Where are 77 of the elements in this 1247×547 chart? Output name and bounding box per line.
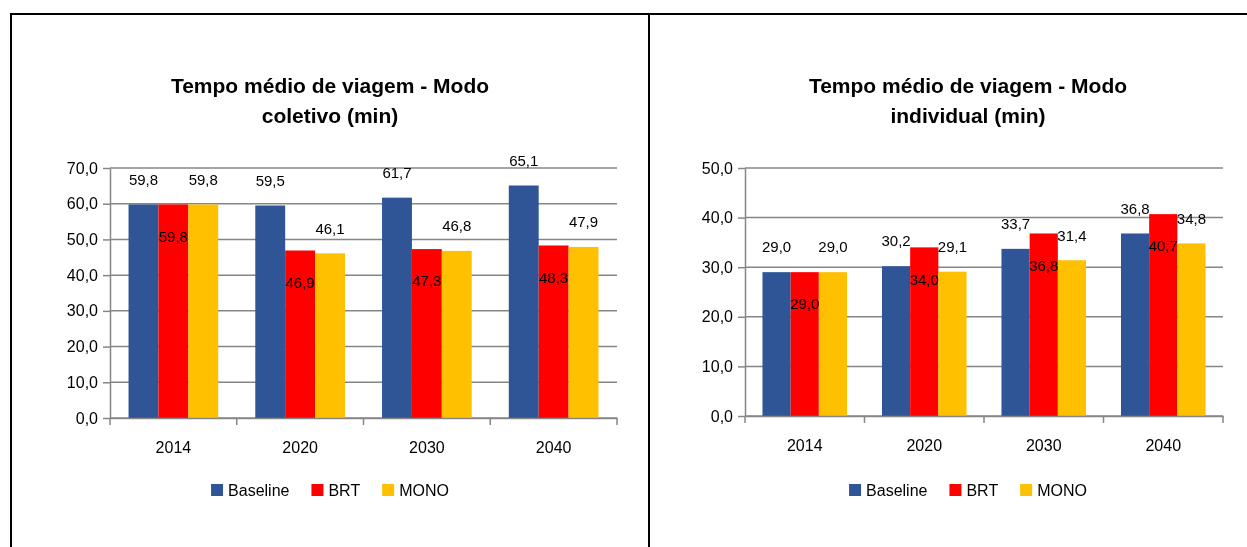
data-label: 48,3 — [539, 268, 569, 286]
bar — [938, 271, 967, 416]
x-tick-label: 2040 — [1145, 437, 1182, 455]
data-label: 47,9 — [568, 213, 599, 231]
data-label: 46,9 — [285, 273, 315, 291]
bar — [285, 250, 316, 418]
data-label: 59,8 — [188, 170, 218, 188]
bar — [910, 247, 939, 416]
data-label: 33,7 — [1000, 215, 1031, 233]
bar — [188, 204, 219, 418]
bar — [790, 272, 819, 416]
y-tick-label: 0,0 — [710, 407, 734, 425]
bar — [538, 245, 569, 418]
data-label: 36,8 — [1120, 199, 1150, 217]
data-label: 47,3 — [412, 272, 442, 290]
chart-title: Tempo médio de viagem - Modo coletivo (min) — [170, 74, 490, 128]
data-label: 59,8 — [128, 170, 159, 188]
data-label: 65,1 — [509, 151, 539, 169]
data-label: 59,5 — [255, 171, 285, 189]
x-tick-label: 2030 — [1025, 437, 1062, 455]
data-label: 34,8 — [1176, 209, 1207, 227]
y-tick-label: 10,0 — [66, 373, 99, 391]
x-tick-label: 2040 — [535, 439, 572, 457]
y-tick-label: 20,0 — [701, 308, 734, 326]
data-label: 29,0 — [818, 238, 848, 256]
legend-label: BRT — [328, 481, 361, 499]
x-tick-label: 2014 — [155, 439, 192, 457]
bar — [382, 197, 412, 418]
bar — [255, 205, 286, 418]
chart-title: Tempo médio de viagem - Modo individual (min) — [808, 74, 1128, 128]
data-label: 59,8 — [158, 227, 188, 245]
x-tick-label: 2030 — [409, 439, 445, 457]
data-label: 29,1 — [937, 237, 968, 255]
bar — [128, 204, 159, 418]
data-label: 29,0 — [790, 295, 820, 313]
x-tick-label: 2020 — [282, 439, 319, 457]
legend-label: Baseline — [228, 481, 290, 499]
bar — [441, 250, 472, 418]
x-tick-label: 2014 — [786, 437, 823, 455]
y-tick-label: 70,0 — [66, 159, 99, 177]
bar — [1177, 243, 1206, 416]
y-tick-label: 40,0 — [701, 209, 734, 227]
legend-label: Baseline — [866, 481, 928, 499]
legend-label: BRT — [966, 481, 999, 499]
bar — [1057, 260, 1087, 416]
bar — [411, 249, 442, 418]
bar — [508, 185, 539, 418]
bar — [881, 266, 911, 416]
y-tick-label: 40,0 — [66, 266, 99, 284]
y-tick-label: 0,0 — [75, 409, 99, 427]
data-label: 31,4 — [1057, 226, 1087, 244]
data-label: 30,2 — [881, 232, 911, 250]
bar — [158, 204, 189, 418]
data-label: 36,8 — [1029, 256, 1059, 274]
bar — [762, 272, 791, 416]
data-label: 29,0 — [761, 238, 792, 256]
bar — [818, 272, 848, 416]
data-label: 40,7 — [1148, 237, 1178, 255]
bar — [1029, 233, 1058, 416]
y-tick-label: 60,0 — [66, 195, 99, 213]
bar — [568, 246, 599, 418]
y-tick-label: 30,0 — [701, 258, 734, 276]
y-tick-label: 50,0 — [701, 159, 734, 177]
data-label: 46,8 — [442, 217, 472, 235]
legend-label: MONO — [399, 481, 449, 499]
y-tick-label: 50,0 — [66, 231, 99, 249]
data-label: 61,7 — [382, 163, 412, 181]
data-label: 46,1 — [315, 219, 345, 237]
bar — [1001, 248, 1030, 416]
legend-label: MONO — [1037, 481, 1087, 499]
y-tick-label: 20,0 — [66, 338, 99, 356]
y-tick-label: 30,0 — [66, 302, 99, 320]
bar — [315, 253, 345, 418]
bar — [1120, 233, 1150, 416]
x-tick-label: 2020 — [906, 437, 943, 455]
bar — [1149, 214, 1178, 416]
y-tick-label: 10,0 — [701, 358, 734, 376]
